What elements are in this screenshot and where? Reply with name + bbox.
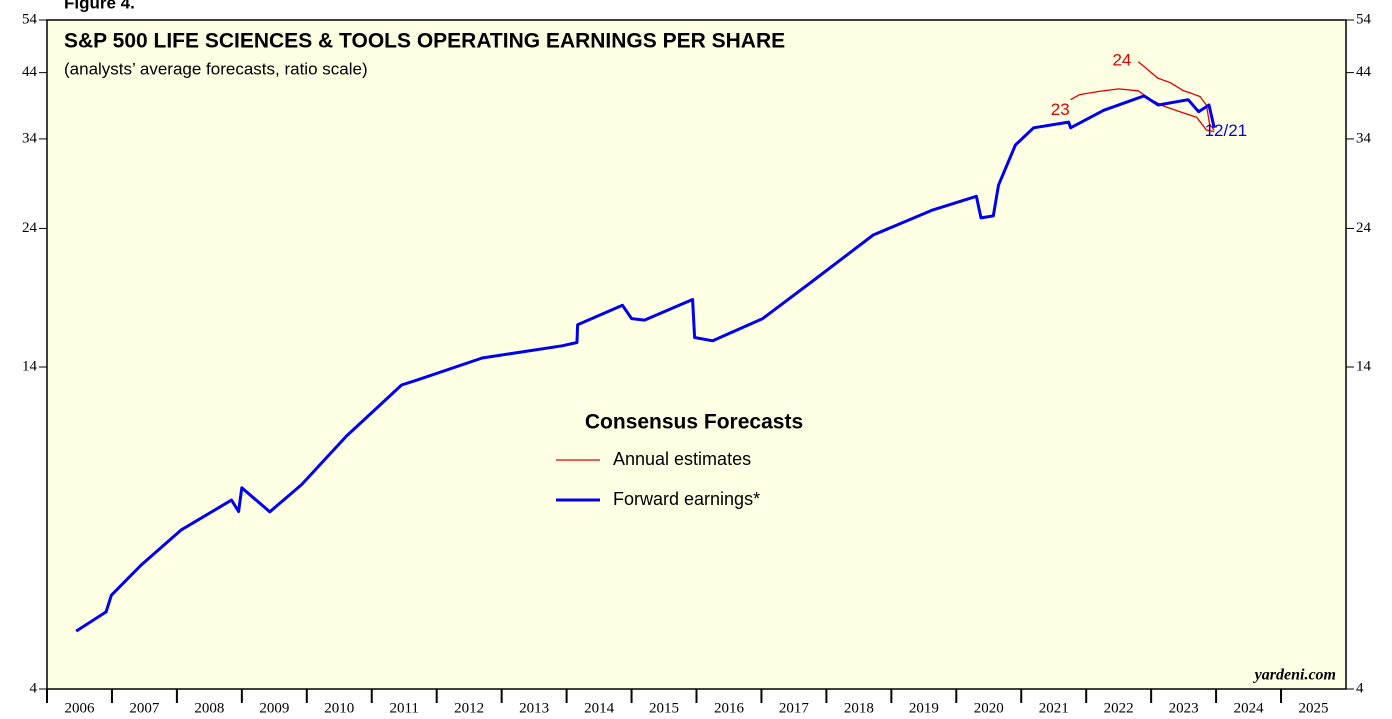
annotation: 23 [1051, 100, 1070, 119]
figure-label: Figure 4. [64, 0, 135, 12]
x-tick-label: 2012 [454, 700, 484, 716]
legend-title: Consensus Forecasts [585, 411, 803, 434]
y-tick-label-right: 34 [1356, 130, 1372, 146]
x-tick-label: 2023 [1169, 700, 1199, 716]
y-tick-label-right: 54 [1356, 11, 1372, 27]
x-tick-label: 2010 [324, 700, 354, 716]
x-tick-label: 2022 [1104, 700, 1134, 716]
x-tick-label: 2021 [1039, 700, 1069, 716]
x-tick-label: 2008 [194, 700, 224, 716]
x-tick-label: 2015 [649, 700, 679, 716]
x-tick-label: 2006 [64, 700, 95, 716]
x-tick-label: 2019 [909, 700, 939, 716]
source: yardeni.com [1253, 667, 1336, 684]
annotation: 24 [1112, 51, 1131, 70]
y-tick-label: 24 [22, 220, 38, 236]
x-tick-label: 2025 [1299, 700, 1329, 716]
y-tick-label: 34 [22, 130, 38, 146]
y-tick-label: 4 [30, 680, 38, 696]
legend-label: Forward earnings* [613, 489, 760, 509]
x-tick-label: 2017 [779, 700, 810, 716]
legend-label: Annual estimates [613, 449, 751, 469]
annotation: 12/21 [1205, 121, 1248, 140]
series-line [1137, 61, 1215, 131]
x-tick-label: 2024 [1234, 700, 1265, 716]
y-tick-label-right: 24 [1356, 220, 1372, 236]
y-tick-label: 54 [22, 11, 38, 27]
y-tick-label-right: 14 [1356, 358, 1372, 374]
x-tick-label: 2020 [974, 700, 1004, 716]
x-tick-label: 2013 [519, 700, 549, 716]
plot-area [46, 19, 1347, 690]
x-tick-label: 2009 [259, 700, 289, 716]
x-tick-label: 2016 [714, 700, 745, 716]
series-line [75, 94, 1216, 633]
y-tick-label-right: 4 [1356, 680, 1364, 696]
y-tick-label: 14 [22, 358, 38, 374]
chart-subtitle: (analysts’ average forecasts, ratio scal… [64, 59, 368, 78]
x-tick-label: 2011 [389, 700, 418, 716]
x-tick-label: 2007 [129, 700, 160, 716]
y-tick-label-right: 44 [1356, 64, 1372, 80]
x-tick-label: 2018 [844, 700, 874, 716]
y-tick-label: 44 [22, 64, 38, 80]
x-tick-label: 2014 [584, 700, 615, 716]
chart-title: S&P 500 LIFE SCIENCES & TOOLS OPERATING … [64, 30, 785, 53]
